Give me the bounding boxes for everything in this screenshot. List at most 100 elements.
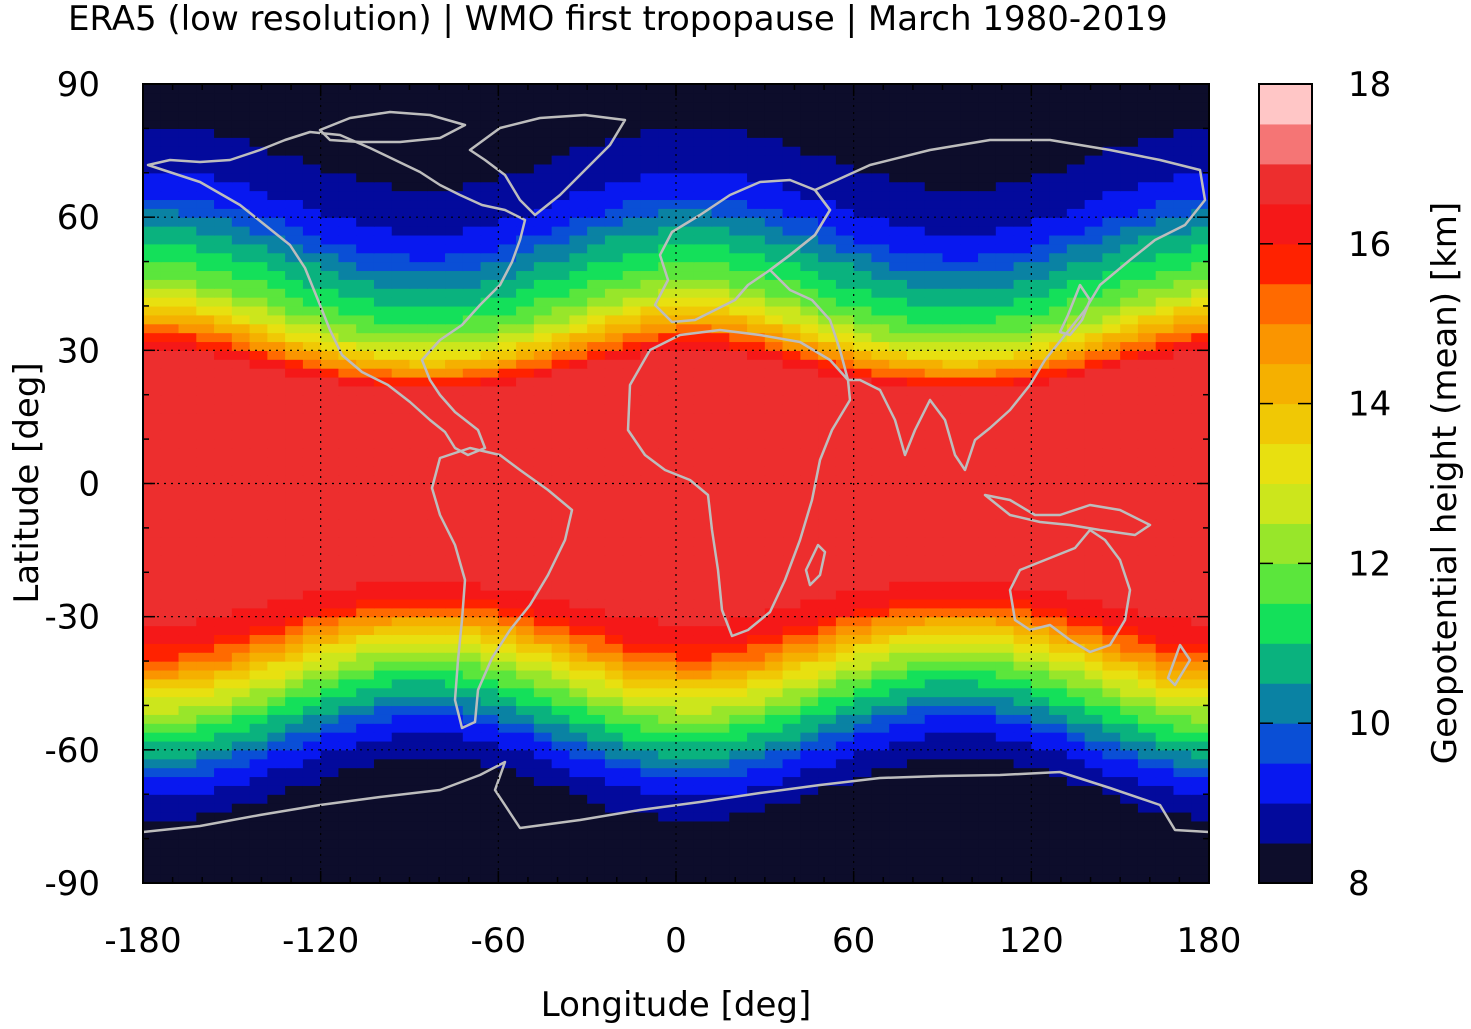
- heatmap-cell: [747, 412, 766, 422]
- heatmap-cell: [480, 785, 499, 795]
- heatmap-cell: [338, 492, 357, 502]
- heatmap-cell: [800, 678, 819, 689]
- heatmap-cell: [906, 483, 926, 493]
- heatmap-cell: [711, 545, 730, 556]
- heatmap-cell: [249, 341, 268, 351]
- heatmap-cell: [356, 687, 375, 698]
- heatmap-cell: [640, 270, 659, 280]
- heatmap-cell: [480, 634, 499, 644]
- heatmap-cell: [249, 332, 268, 343]
- heatmap-cell: [249, 847, 268, 857]
- heatmap-cell: [533, 297, 553, 307]
- heatmap-cell: [338, 447, 357, 458]
- heatmap-cell: [889, 776, 908, 786]
- heatmap-cell: [533, 510, 553, 520]
- heatmap-cell: [800, 687, 819, 698]
- heatmap-cell: [516, 590, 535, 600]
- heatmap-cell: [676, 554, 695, 564]
- heatmap-cell: [1013, 155, 1032, 165]
- heatmap-cell: [729, 607, 748, 618]
- heatmap-cell: [604, 474, 624, 485]
- heatmap-cell: [587, 474, 606, 485]
- heatmap-cell: [480, 234, 499, 245]
- heatmap-cell: [711, 563, 730, 573]
- heatmap-cell: [622, 421, 642, 431]
- heatmap-cell: [747, 181, 766, 192]
- heatmap-cell: [1155, 758, 1175, 769]
- heatmap-cell: [693, 865, 713, 875]
- heatmap-cell: [1120, 723, 1139, 733]
- heatmap-cell: [693, 519, 713, 529]
- heatmap-cell: [160, 394, 180, 405]
- heatmap-cell: [995, 430, 1015, 440]
- heatmap-cell: [373, 261, 393, 272]
- heatmap-cell: [338, 314, 357, 325]
- heatmap-cell: [640, 519, 659, 529]
- heatmap-cell: [1049, 226, 1068, 236]
- heatmap-cell: [551, 181, 570, 192]
- heatmap-cell: [373, 643, 393, 653]
- heatmap-cell: [1049, 634, 1068, 644]
- heatmap-cell: [1173, 314, 1192, 325]
- heatmap-cell: [143, 643, 162, 653]
- heatmap-cell: [285, 243, 304, 254]
- heatmap-cell: [445, 510, 464, 520]
- heatmap-cell: [267, 847, 286, 857]
- heatmap-cell: [658, 323, 677, 334]
- heatmap-cell: [391, 856, 411, 866]
- heatmap-cell: [249, 767, 268, 778]
- heatmap-cell: [1120, 519, 1139, 529]
- heatmap-cell: [196, 243, 215, 254]
- heatmap-cell: [1031, 652, 1050, 662]
- heatmap-cell: [960, 847, 979, 857]
- heatmap-cell: [764, 661, 784, 671]
- heatmap-cell: [800, 421, 819, 431]
- heatmap-cell: [498, 785, 517, 795]
- heatmap-cell: [445, 661, 464, 671]
- heatmap-cell: [409, 811, 428, 822]
- heatmap-cell: [249, 723, 268, 733]
- heatmap-cell: [711, 527, 730, 538]
- heatmap-cell: [320, 687, 340, 698]
- heatmap-cell: [835, 545, 855, 556]
- heatmap-cell: [1013, 474, 1032, 485]
- heatmap-cell: [143, 563, 162, 573]
- heatmap-cell: [231, 394, 251, 405]
- heatmap-cell: [1066, 421, 1086, 431]
- heatmap-cell: [249, 288, 268, 298]
- heatmap-cell: [445, 856, 464, 866]
- heatmap-cell: [480, 394, 499, 405]
- heatmap-cell: [391, 527, 411, 538]
- heatmap-cell: [782, 634, 801, 644]
- heatmap-cell: [711, 394, 730, 405]
- heatmap-cell: [480, 261, 499, 272]
- heatmap-cell: [676, 740, 695, 751]
- heatmap-cell: [764, 696, 784, 707]
- heatmap-cell: [924, 430, 944, 440]
- heatmap-cell: [711, 661, 730, 671]
- heatmap-cell: [480, 598, 499, 609]
- heatmap-cell: [1084, 554, 1103, 564]
- heatmap-cell: [906, 155, 926, 165]
- heatmap-cell: [1137, 554, 1157, 564]
- heatmap-cell: [409, 563, 428, 573]
- heatmap-cell: [818, 394, 837, 405]
- heatmap-cell: [445, 732, 464, 742]
- heatmap-cell: [1102, 616, 1121, 627]
- heatmap-cell: [409, 456, 428, 467]
- heatmap-cell: [480, 421, 499, 431]
- heatmap-cell: [462, 776, 482, 786]
- heatmap-cell: [942, 234, 961, 245]
- heatmap-cell: [1013, 847, 1032, 857]
- heatmap-cell: [782, 749, 801, 760]
- heatmap-cell: [214, 172, 233, 183]
- heatmap-cell: [338, 483, 357, 493]
- heatmap-cell: [178, 199, 197, 209]
- heatmap-cell: [1031, 217, 1050, 227]
- heatmap-cell: [516, 661, 535, 671]
- heatmap-cell: [1013, 394, 1032, 405]
- heatmap-cell: [1066, 359, 1086, 369]
- heatmap-cell: [498, 243, 517, 254]
- heatmap-cell: [427, 190, 446, 201]
- heatmap-cell: [889, 226, 908, 236]
